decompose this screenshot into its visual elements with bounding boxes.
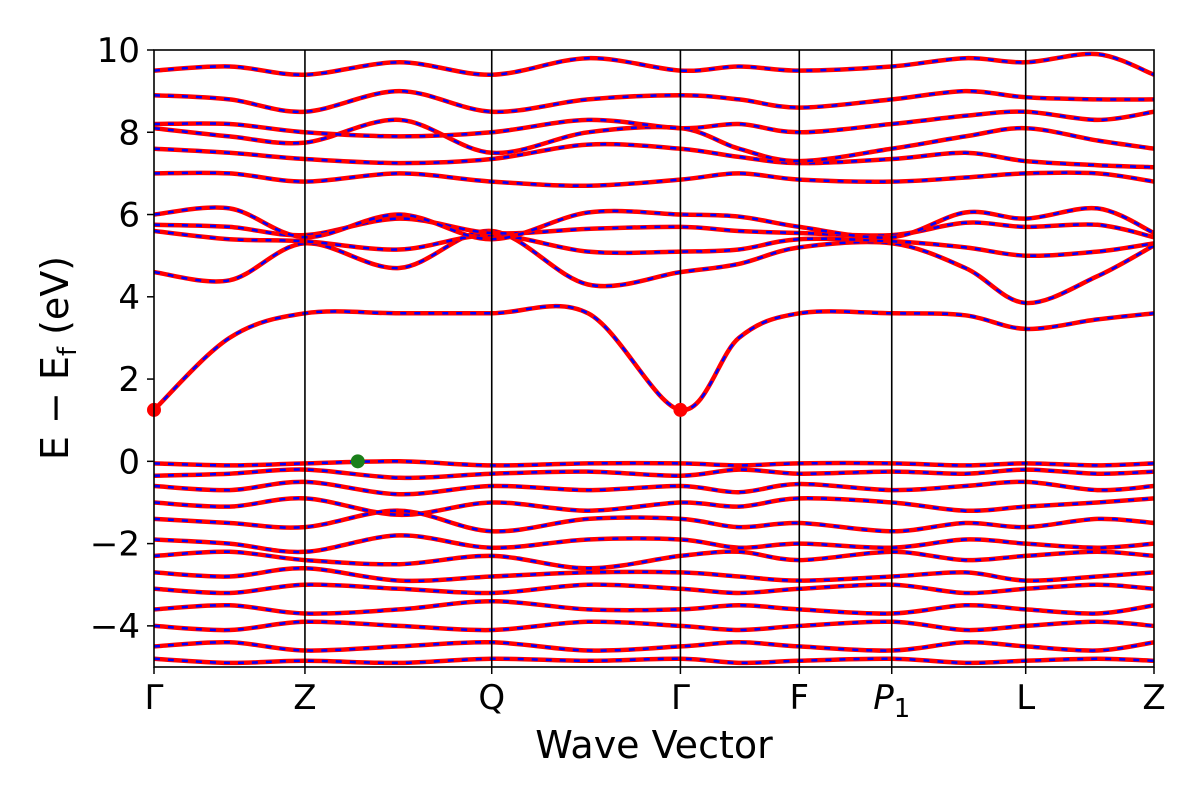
band-line-spin-up-6 — [154, 141, 1154, 170]
x-tick-label-main-0: Γ — [145, 678, 164, 718]
vbm-marker-2 — [350, 454, 365, 469]
band-line-spin-up-5 — [154, 170, 1154, 188]
y-axis-title-sub: f — [53, 346, 83, 356]
band-line-spin-up-19 — [154, 582, 1154, 596]
band-line-spin-up-18 — [154, 566, 1154, 584]
x-tick-label-main-5: P — [873, 678, 894, 718]
band-line-spin-up-10 — [154, 51, 1154, 77]
y-axis-title-main: E − E — [33, 356, 77, 460]
x-tick-label-main-4: F — [790, 678, 810, 718]
y-tick-label-4: 4 — [118, 278, 140, 318]
band-line-spin-down-11 — [154, 460, 1154, 467]
y-tick-label-6: 8 — [118, 113, 140, 153]
band-line-spin-up-2 — [154, 228, 1154, 259]
y-axis-ticks: −4 −2 0 2 4 6 8 10 — [90, 31, 154, 647]
band-lines — [154, 51, 1154, 666]
band-line-spin-down-13 — [154, 480, 1154, 496]
band-line-spin-down-18 — [154, 567, 1154, 583]
band-line-spin-up-17 — [154, 549, 1154, 571]
x-tick-label-sub-5: 1 — [894, 694, 911, 724]
x-tick-label-main-3: Γ — [671, 678, 690, 718]
band-line-spin-up-8 — [154, 109, 1154, 139]
x-tick-label-main-2: Q — [478, 678, 505, 718]
band-line-spin-down-19 — [154, 583, 1154, 595]
plot-frame — [153, 49, 1155, 668]
x-tick-label-1: Z — [293, 678, 316, 718]
band-line-spin-up-9 — [154, 88, 1154, 115]
band-line-spin-down-15 — [154, 509, 1154, 533]
y-tick-label-2: 0 — [118, 442, 140, 482]
x-tick-label-0: Γ — [145, 678, 164, 718]
band-edge-markers — [147, 402, 688, 469]
band-line-spin-up-22 — [154, 639, 1154, 653]
band-line-spin-down-21 — [154, 620, 1154, 632]
band-line-spin-down-10 — [154, 52, 1154, 76]
y-tick-label-3: 2 — [118, 360, 140, 400]
x-tick-label-main-6: L — [1016, 678, 1035, 718]
y-tick-label-7: 10 — [97, 31, 140, 71]
band-line-spin-up-13 — [154, 479, 1154, 497]
band-line-spin-up-3 — [154, 216, 1154, 240]
band-line-spin-down-23 — [154, 657, 1154, 665]
band-line-spin-down-12 — [154, 468, 1154, 480]
y-tick-label-1: −2 — [90, 525, 140, 565]
x-tick-label-5: P1 — [873, 678, 910, 724]
x-tick-label-7: Z — [1142, 678, 1165, 718]
band-line-spin-up-16 — [154, 533, 1154, 555]
x-tick-label-2: Q — [478, 678, 505, 718]
band-line-spin-up-12 — [154, 467, 1154, 481]
high-symmetry-lines — [304, 50, 1027, 667]
band-line-spin-down-7 — [154, 118, 1154, 163]
x-tick-label-main-1: Z — [293, 678, 316, 718]
x-tick-label-3: Γ — [671, 678, 690, 718]
band-line-spin-up-15 — [154, 508, 1154, 534]
band-line-spin-down-20 — [154, 599, 1154, 615]
band-line-spin-up-0 — [154, 303, 1154, 413]
y-tick-label-5: 6 — [118, 196, 140, 236]
x-tick-label-6: L — [1016, 678, 1035, 718]
band-line-spin-down-6 — [154, 142, 1154, 169]
x-tick-label-main-7: Z — [1142, 678, 1165, 718]
band-line-spin-up-20 — [154, 598, 1154, 616]
x-axis-title: Wave Vector — [535, 723, 773, 767]
x-tick-label-4: F — [790, 678, 810, 718]
band-line-spin-down-22 — [154, 640, 1154, 652]
band-line-spin-up-14 — [154, 496, 1154, 518]
y-axis-title: E − Ef (eV) — [33, 256, 83, 460]
cbm-marker-1 — [673, 402, 688, 417]
band-line-spin-up-23 — [154, 656, 1154, 666]
band-line-spin-down-0 — [154, 304, 1154, 412]
band-line-spin-down-5 — [154, 171, 1154, 187]
band-line-spin-down-8 — [154, 110, 1154, 138]
band-line-spin-up-21 — [154, 619, 1154, 633]
x-axis-ticks: Γ Z Q Γ F P1 L Z — [145, 667, 1166, 724]
y-tick-label-0: −4 — [90, 607, 140, 647]
band-line-spin-up-11 — [154, 459, 1154, 468]
y-axis-title-unit: (eV) — [33, 256, 77, 347]
